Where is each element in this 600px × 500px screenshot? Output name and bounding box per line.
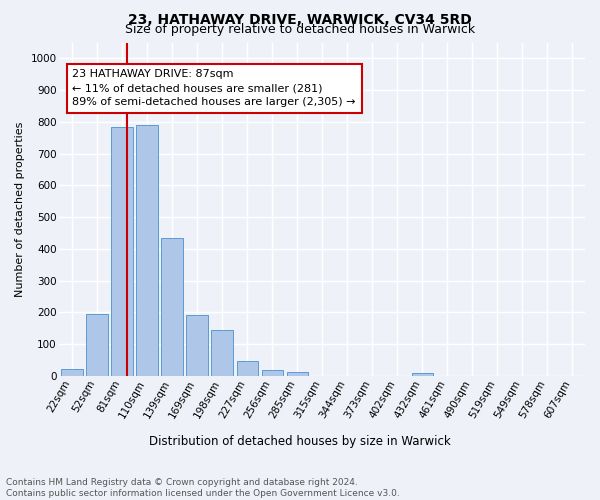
- Text: Size of property relative to detached houses in Warwick: Size of property relative to detached ho…: [125, 22, 475, 36]
- Bar: [236, 361, 258, 376]
- Y-axis label: Number of detached properties: Number of detached properties: [15, 122, 25, 297]
- Text: Contains HM Land Registry data © Crown copyright and database right 2024.
Contai: Contains HM Land Registry data © Crown c…: [6, 478, 400, 498]
- Bar: [61, 370, 83, 376]
- Bar: [211, 330, 233, 376]
- Bar: [412, 372, 433, 376]
- Text: 23, HATHAWAY DRIVE, WARWICK, CV34 5RD: 23, HATHAWAY DRIVE, WARWICK, CV34 5RD: [128, 12, 472, 26]
- Bar: [262, 370, 283, 376]
- Bar: [112, 126, 133, 376]
- Bar: [161, 238, 183, 376]
- Bar: [136, 125, 158, 376]
- Bar: [287, 372, 308, 376]
- Text: 23 HATHAWAY DRIVE: 87sqm
← 11% of detached houses are smaller (281)
89% of semi-: 23 HATHAWAY DRIVE: 87sqm ← 11% of detach…: [73, 70, 356, 108]
- Text: Distribution of detached houses by size in Warwick: Distribution of detached houses by size …: [149, 434, 451, 448]
- Bar: [187, 316, 208, 376]
- Bar: [86, 314, 107, 376]
